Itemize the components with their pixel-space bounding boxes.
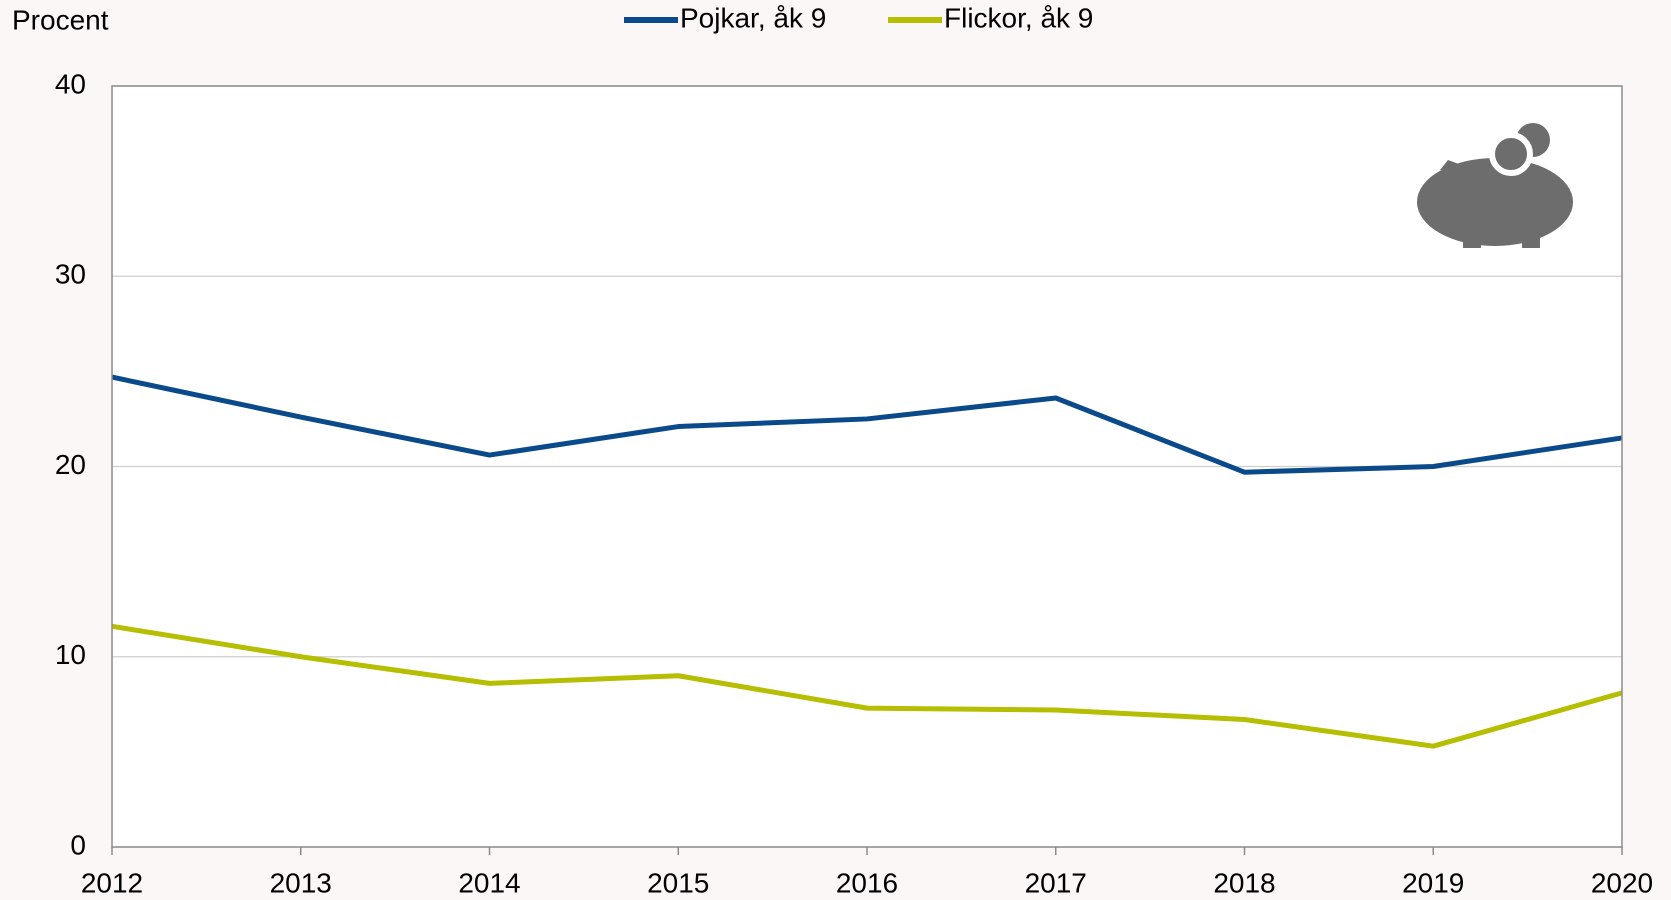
x-tick-label: 2013 — [270, 867, 332, 898]
x-tick-label: 2012 — [81, 867, 143, 898]
x-tick-label: 2019 — [1402, 867, 1464, 898]
x-tick-label: 2015 — [647, 867, 709, 898]
series-line — [111, 374, 1623, 475]
y-tick-label: 10 — [55, 639, 86, 670]
plot-border — [111, 85, 1623, 848]
y-axis-label: Procent — [12, 4, 109, 35]
x-tick-label: 2017 — [1025, 867, 1087, 898]
piggy-icon — [1417, 123, 1573, 248]
legend-label: Pojkar, åk 9 — [680, 2, 826, 33]
x-tick-label: 2014 — [458, 867, 520, 898]
x-tick-label: 2020 — [1591, 867, 1653, 898]
series-line — [111, 623, 1623, 749]
y-tick-label: 20 — [55, 449, 86, 480]
y-tick-label: 0 — [70, 829, 86, 860]
legend-label: Flickor, åk 9 — [944, 2, 1093, 33]
x-tick-label: 2016 — [836, 867, 898, 898]
y-tick-label: 40 — [55, 68, 86, 99]
x-tick-label: 2018 — [1213, 867, 1275, 898]
y-tick-label: 30 — [55, 259, 86, 290]
